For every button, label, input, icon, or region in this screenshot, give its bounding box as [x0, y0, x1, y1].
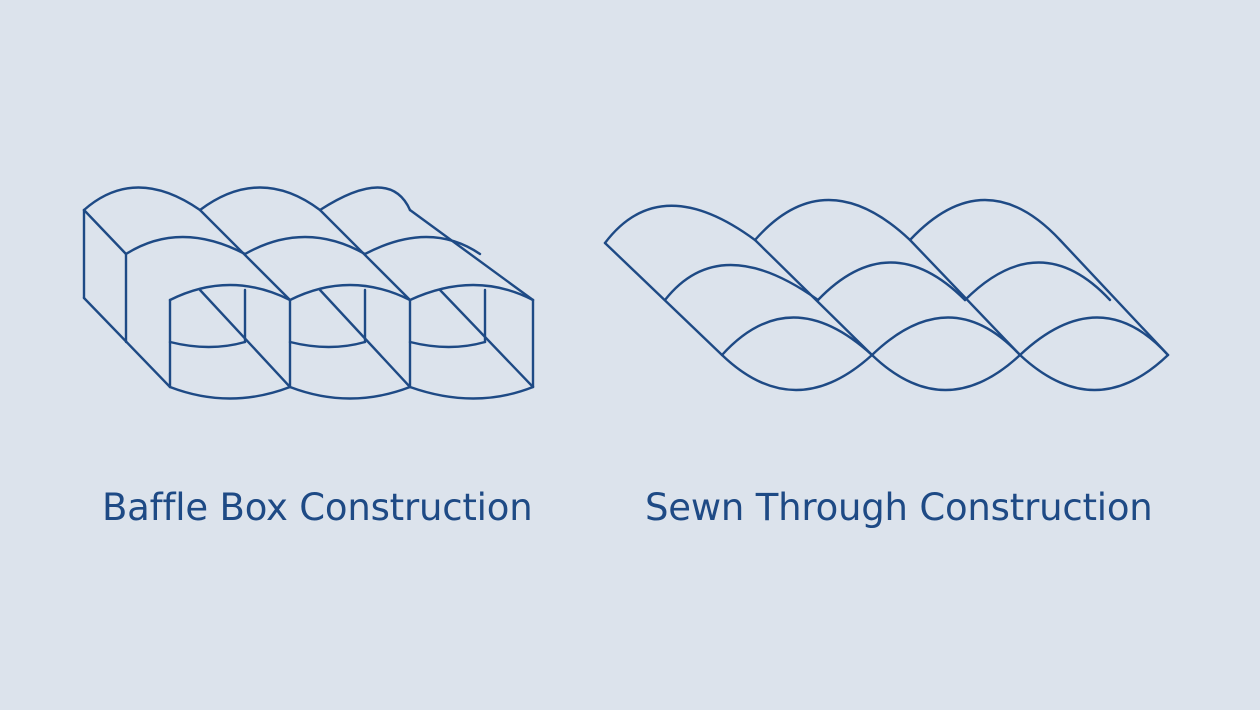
baffle-front-dome-1: [168, 283, 292, 302]
baffle-mid-dome-3: [363, 235, 482, 256]
baffle-inner-diag-1: [198, 288, 292, 389]
baffle-bottom-curve-2: [288, 385, 412, 400]
sewn-mid-dome-1: [663, 263, 820, 302]
sewn-seam-3: [908, 238, 1022, 357]
baffle-inner-sag-3: [408, 340, 487, 349]
sewn-seam-1: [603, 241, 724, 357]
baffle-box-illustration: [82, 186, 535, 400]
baffle-ridge-3: [408, 208, 535, 302]
sewn-back-dome-3: [908, 198, 1062, 242]
baffle-ridge-2: [318, 208, 412, 302]
baffle-bottom-curve-3: [408, 385, 535, 400]
sewn-front-dome-3: [1018, 316, 1170, 357]
sewn-bottom-curve-3: [1018, 353, 1170, 392]
sewn-bottom-curve-2: [870, 353, 1022, 392]
sewn-seam-2: [753, 238, 874, 357]
baffle-inner-sag-1: [168, 340, 247, 349]
baffle-mid-dome-1: [124, 235, 247, 256]
baffle-left-edge-top: [82, 208, 128, 256]
sewn-seam-4: [1058, 238, 1170, 357]
sewn-through-illustration: [603, 198, 1170, 392]
baffle-front-dome-2: [288, 283, 412, 302]
sewn-front-dome-1: [720, 316, 874, 357]
sewn-back-dome-2: [753, 198, 912, 242]
baffle-front-dome-3: [408, 283, 535, 302]
baffle-inner-diag-3: [438, 288, 535, 389]
sewn-mid-dome-3: [963, 261, 1112, 302]
baffle-inner-diag-2: [318, 288, 412, 389]
baffle-back-dome-1: [82, 186, 202, 212]
baffle-bottom-curve-1: [168, 385, 292, 400]
sewn-mid-dome-2: [816, 261, 967, 302]
baffle-inner-sag-2: [288, 340, 367, 349]
baffle-box-caption: Baffle Box Construction: [102, 486, 533, 529]
sewn-through-caption: Sewn Through Construction: [645, 486, 1153, 529]
baffle-back-dome-3: [318, 186, 412, 212]
sewn-bottom-curve-1: [720, 353, 874, 392]
sewn-back-dome-1: [603, 204, 757, 245]
baffle-back-dome-2: [198, 186, 322, 212]
baffle-mid-dome-2: [243, 235, 367, 256]
sewn-front-dome-2: [870, 316, 1022, 357]
baffle-ridge-1: [198, 208, 292, 302]
